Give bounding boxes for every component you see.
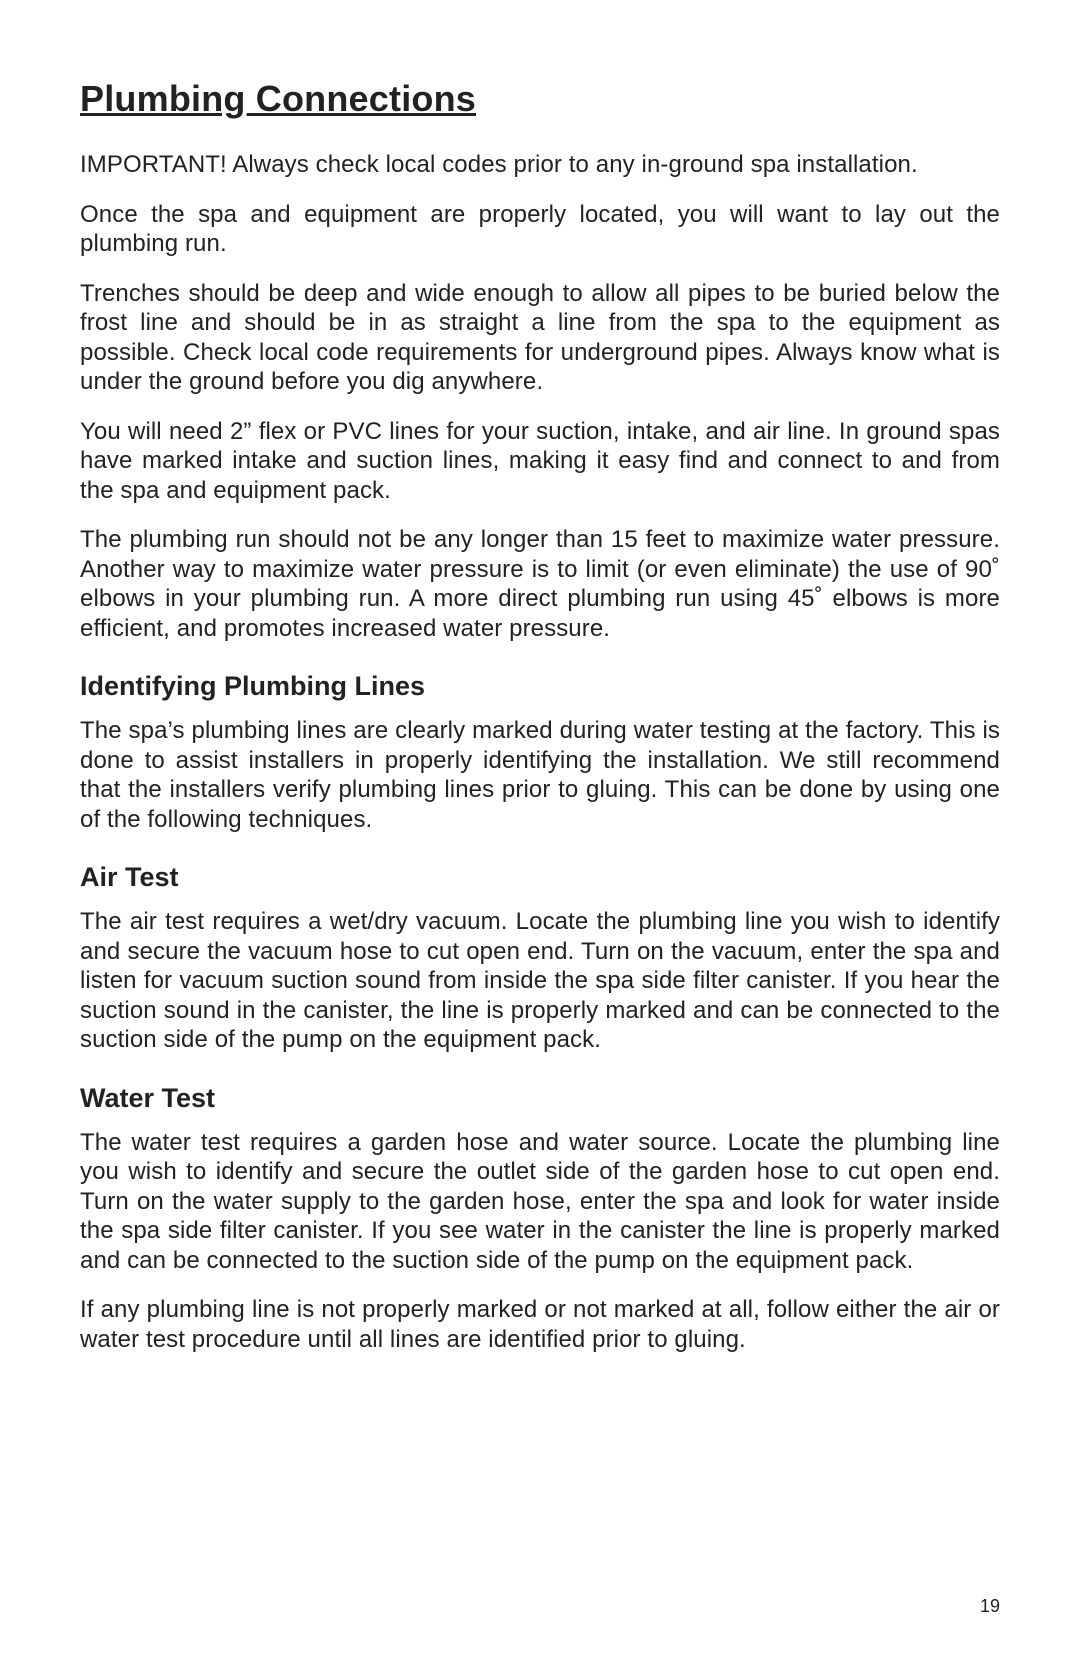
- body-paragraph: The air test requires a wet/dry vacuum. …: [80, 907, 1000, 1055]
- document-page: Plumbing Connections IMPORTANT! Always c…: [0, 0, 1080, 1669]
- page-number: 19: [980, 1596, 1000, 1617]
- body-paragraph: You will need 2” flex or PVC lines for y…: [80, 417, 1000, 506]
- subheading-air-test: Air Test: [80, 862, 1000, 893]
- section-title: Plumbing Connections: [80, 78, 1000, 120]
- body-paragraph: The water test requires a garden hose an…: [80, 1128, 1000, 1276]
- body-paragraph: IMPORTANT! Always check local codes prio…: [80, 150, 1000, 180]
- subheading-water-test: Water Test: [80, 1083, 1000, 1114]
- body-paragraph: Once the spa and equipment are properly …: [80, 200, 1000, 259]
- body-paragraph: The plumbing run should not be any longe…: [80, 525, 1000, 643]
- body-paragraph: Trenches should be deep and wide enough …: [80, 279, 1000, 397]
- body-paragraph: The spa’s plumbing lines are clearly mar…: [80, 716, 1000, 834]
- body-paragraph: If any plumbing line is not properly mar…: [80, 1295, 1000, 1354]
- subheading-identifying: Identifying Plumbing Lines: [80, 671, 1000, 702]
